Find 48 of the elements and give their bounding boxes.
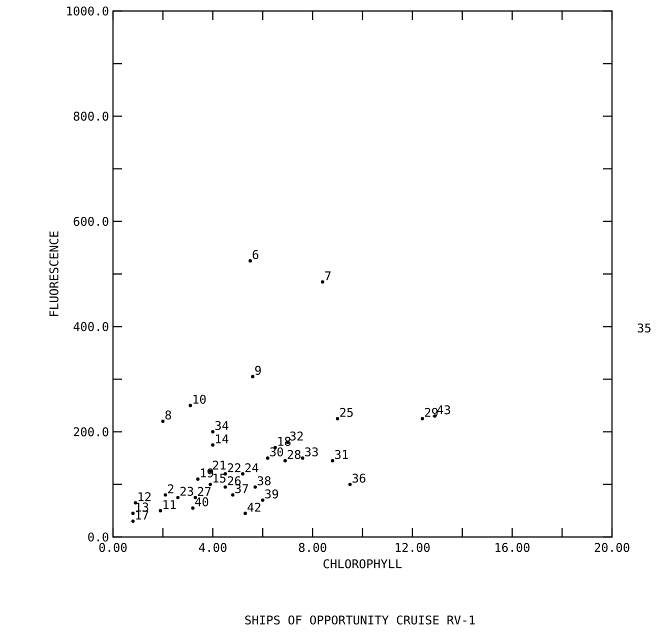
annotation: 23 xyxy=(180,486,194,496)
annotation: 32 xyxy=(290,432,303,441)
x-tick-label: 4.00 xyxy=(198,542,226,552)
x-tick-label: 16.00 xyxy=(496,542,530,552)
annotation: 24 xyxy=(245,463,258,472)
annotation: 36 xyxy=(352,474,366,483)
x-tick-label: 8.00 xyxy=(298,542,326,552)
annotation: 11 xyxy=(164,500,176,509)
y-tick-label: 1000.0 xyxy=(67,6,108,16)
annotation: 37 xyxy=(235,484,248,494)
annotation: 34 xyxy=(215,421,228,430)
annotation: 40 xyxy=(195,497,208,506)
y-tick-label: 200.0 xyxy=(74,427,108,436)
annotation: 12 xyxy=(138,492,151,502)
annotation: 25 xyxy=(340,408,353,417)
annotation: 39 xyxy=(265,489,278,498)
y-tick-label: 400.0 xyxy=(74,322,108,332)
annotation: 18 xyxy=(278,436,291,446)
y-tick-label: 0.0 xyxy=(88,532,108,542)
y-axis-title: FLUORESCENCE xyxy=(49,231,58,316)
x-axis-title: CHLOROPHYLL xyxy=(324,559,402,568)
annotation: 14 xyxy=(216,434,228,444)
annotation: 7 xyxy=(325,271,331,280)
x-tick-label: 0.00 xyxy=(99,542,127,552)
annotation: 31 xyxy=(335,450,348,460)
annotation: 2 xyxy=(168,484,174,494)
annotation: 28 xyxy=(288,450,301,460)
annotation: 26 xyxy=(228,476,241,486)
annotation: 42 xyxy=(248,502,260,512)
annotation: 6 xyxy=(252,250,258,260)
y-tick-label: 600.0 xyxy=(74,216,108,226)
annotation: 10 xyxy=(193,394,206,404)
annotation: 15 xyxy=(213,474,226,483)
annotation: 9 xyxy=(255,366,261,375)
annotation: 8 xyxy=(165,410,172,420)
annotation: 21 xyxy=(212,460,226,470)
annotation: 22 xyxy=(228,463,240,472)
x-tick-label: 12.00 xyxy=(396,542,430,552)
annotation: 38 xyxy=(258,476,271,486)
x-tick-label: 20.00 xyxy=(594,542,630,552)
y-tick-label: 800.0 xyxy=(74,112,108,121)
annotation: 43 xyxy=(437,405,450,414)
text: 35 xyxy=(638,323,650,333)
annotation: 30 xyxy=(270,447,284,456)
annotation: 19 xyxy=(200,468,214,478)
text: SHIPS OF OPPORTUNITY CRUISE RV-1 xyxy=(245,615,475,625)
annotation: 33 xyxy=(305,447,318,456)
annotation: 27 xyxy=(198,486,211,496)
